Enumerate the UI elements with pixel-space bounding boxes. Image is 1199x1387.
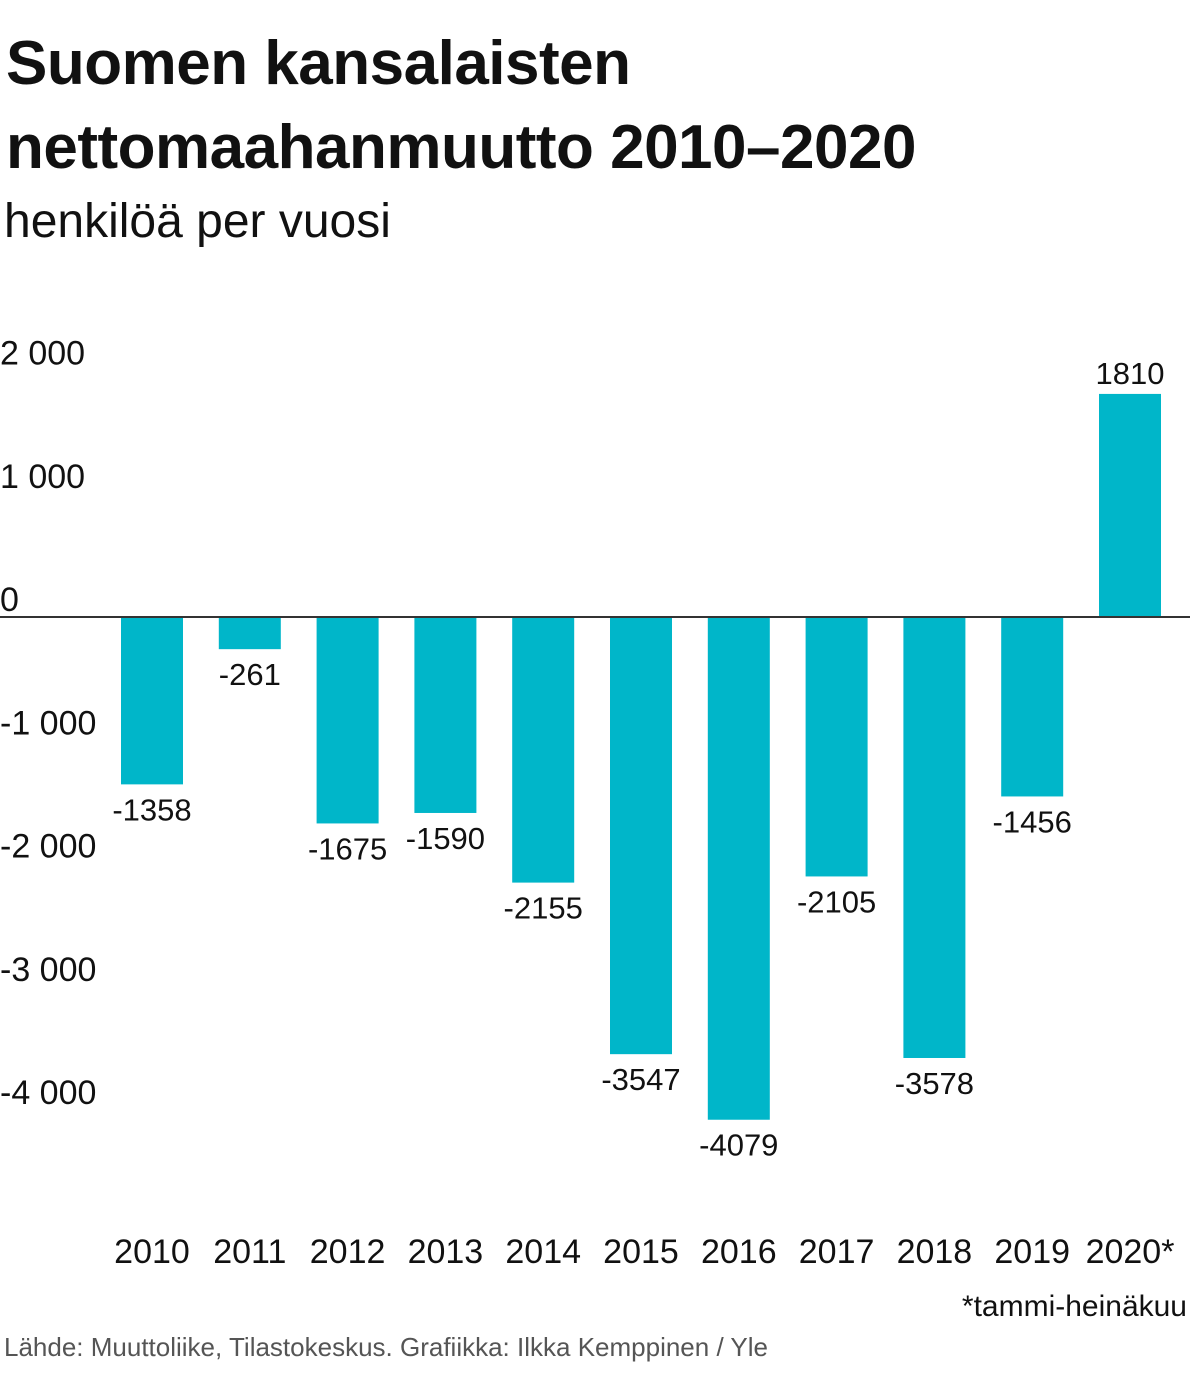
- y-tick-label: 2 000: [0, 335, 85, 373]
- y-tick-label: -1 000: [0, 704, 96, 742]
- data-label: -1456: [993, 804, 1072, 839]
- x-tick-label: 2010: [114, 1233, 190, 1271]
- bar: [1099, 393, 1161, 617]
- bar: [707, 617, 770, 1120]
- footnote: *tammi-heinäkuu: [961, 1290, 1187, 1323]
- data-label: 1810: [1096, 356, 1165, 391]
- bar: [610, 617, 672, 1055]
- x-tick-label: 2013: [408, 1233, 484, 1271]
- y-tick-label: -4 000: [0, 1074, 96, 1112]
- x-tick-label: 2011: [213, 1233, 286, 1271]
- bar: [1001, 617, 1064, 797]
- data-label: -3578: [895, 1066, 974, 1101]
- chart-subtitle: henkilöä per vuosi: [4, 195, 391, 248]
- y-tick-label: 1 000: [0, 458, 85, 496]
- bar: [316, 617, 379, 824]
- data-label: -2105: [797, 884, 876, 919]
- x-tick-label: 2014: [505, 1233, 581, 1271]
- bar: [805, 617, 868, 877]
- x-tick-label: 2019: [994, 1233, 1070, 1271]
- x-tick-label: 2018: [897, 1233, 973, 1271]
- x-tick-label: 2017: [799, 1233, 875, 1271]
- data-label: -261: [219, 657, 281, 692]
- bar: [414, 617, 477, 813]
- y-tick-label: -2 000: [0, 828, 96, 866]
- y-tick-label: 0: [0, 581, 19, 619]
- data-label: -4079: [699, 1128, 778, 1163]
- bar: [512, 617, 575, 883]
- x-tick-label: 2020*: [1086, 1233, 1175, 1271]
- x-tick-label: 2015: [603, 1233, 679, 1271]
- x-tick-label: 2012: [310, 1233, 386, 1271]
- data-label: -1675: [308, 831, 387, 866]
- y-tick-label: -3 000: [0, 951, 96, 989]
- x-tick-label: 2016: [701, 1233, 777, 1271]
- bar: [218, 617, 281, 650]
- source-credit: Lähde: Muuttoliike, Tilastokeskus. Grafi…: [4, 1332, 769, 1362]
- bar: [121, 617, 183, 785]
- data-label: -1358: [112, 792, 191, 827]
- bar-chart: 2 000 1 000 0 -1 000 -2 000 -3 000 -4 000 -1358…: [0, 335, 1190, 1271]
- data-label: -1590: [406, 821, 485, 856]
- data-label: -3547: [601, 1062, 680, 1097]
- chart-title: Suomen kansalaisten nettomaahanmuutto 20…: [6, 29, 916, 182]
- bar: [903, 617, 966, 1058]
- data-label: -2155: [504, 891, 583, 926]
